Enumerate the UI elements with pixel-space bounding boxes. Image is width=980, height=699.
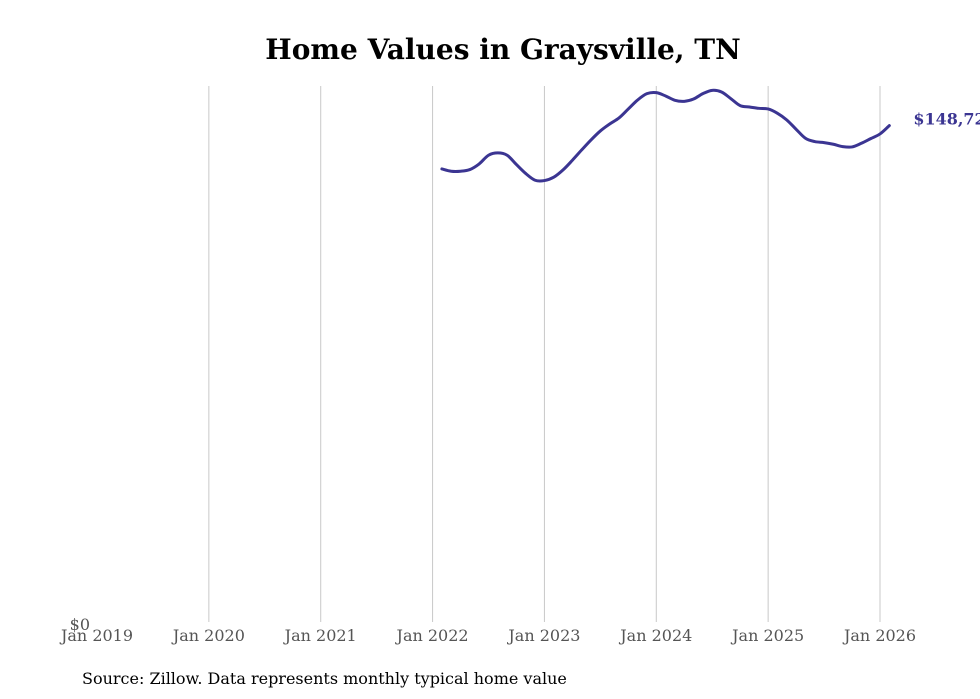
x-tick-label: Jan 2019	[59, 626, 133, 645]
x-tick-label: Jan 2022	[395, 626, 469, 645]
x-tick-label: Jan 2025	[730, 626, 804, 645]
chart-title: Home Values in Graysville, TN	[265, 33, 740, 66]
x-axis-ticks: Jan 2019 Jan 2020 Jan 2021 Jan 2022 Jan 2023…	[59, 626, 916, 645]
y-tick-label: $0	[70, 615, 90, 634]
end-value-label: $148,726	[913, 110, 980, 129]
x-tick-label: Jan 2020	[171, 626, 245, 645]
x-tick-label: Jan 2023	[506, 626, 580, 645]
source-note: Source: Zillow. Data represents monthly …	[82, 669, 567, 688]
y-axis-ticks: $0	[70, 615, 90, 634]
x-tick-label: Jan 2021	[283, 626, 357, 645]
home-value-line	[440, 88, 891, 183]
x-tick-label: Jan 2024	[618, 626, 692, 645]
vertical-grid	[208, 86, 881, 622]
x-tick-label: Jan 2026	[842, 626, 916, 645]
